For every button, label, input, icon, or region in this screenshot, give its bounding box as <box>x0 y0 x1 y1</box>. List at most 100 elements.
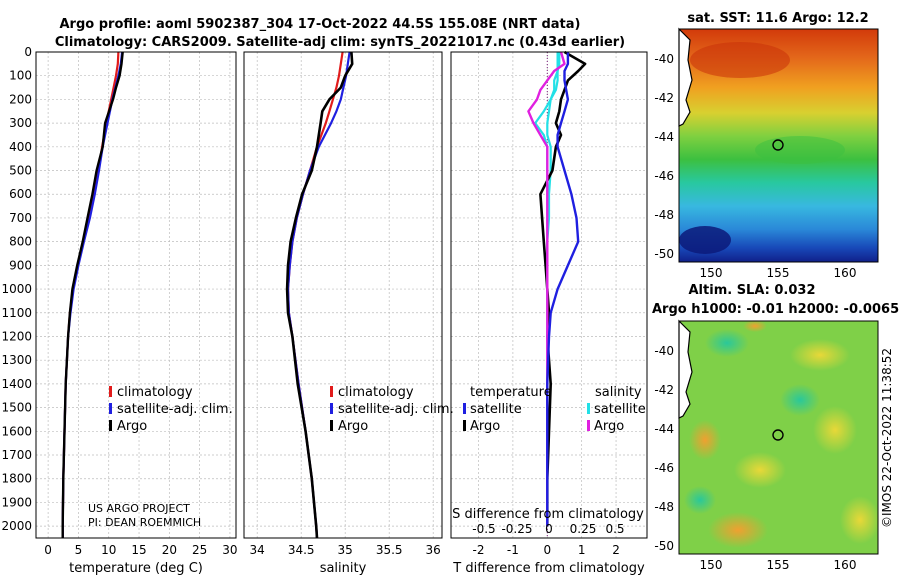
x-tick-label: -1 <box>507 543 519 557</box>
series-line-argo <box>285 51 354 539</box>
plot-area <box>36 52 236 538</box>
legend-swatch-argo <box>330 420 333 431</box>
y-tick-label: 2000 <box>1 519 32 533</box>
x-tick-label: 35.5 <box>376 543 403 557</box>
series-line-argo <box>61 51 124 538</box>
sst-warm-patch <box>690 42 790 78</box>
project-credit: US ARGO PROJECT <box>88 502 190 515</box>
legend-title-salinity: salinity <box>595 385 642 400</box>
legend-swatch-t-argo <box>463 420 466 431</box>
salinity-panel: 34 34.5 35 35.5 36 salinity <box>243 51 443 576</box>
temperature-panel: 0100200300400500600700800900100011001200… <box>1 45 237 576</box>
x-tick-label: 15 <box>131 543 146 557</box>
map-lat-label: -50 <box>654 247 674 261</box>
map-lat-label: -48 <box>654 500 674 514</box>
series-line-salinity-satellite-adj <box>546 52 580 527</box>
map-lat-label: -46 <box>654 169 674 183</box>
map-axis-ticks: -40 -42 -44 -46 -48 -50 150 155 160 -40 -42 -44 -46 -… <box>654 52 856 572</box>
sla-cool-patch <box>705 329 749 357</box>
x-tick-label: 0 <box>44 543 52 557</box>
y-tick-label: 200 <box>9 92 32 106</box>
y-tick-label: 1500 <box>1 401 32 415</box>
sla-map-title-line2: Argo h1000: -0.01 h2000: -0.0065 <box>652 302 899 317</box>
sla-warm-patch <box>813 406 857 454</box>
legend-title-temperature: temperature <box>470 385 552 400</box>
x-axis-label: T difference from climatology <box>452 561 645 576</box>
sla-map: Altim. SLA: 0.032 Argo h1000: -0.01 h200… <box>652 283 899 555</box>
legend-label-argo: Argo <box>117 419 147 434</box>
s-diff-tick-label: 0.25 <box>570 522 597 536</box>
y-tick-label: 800 <box>9 235 32 249</box>
land-tasmania-coast <box>678 319 693 419</box>
s-difference-label: S difference from climatology <box>452 507 644 522</box>
argo-float-marker <box>772 139 784 151</box>
legend-swatch-s-satellite <box>587 403 590 414</box>
map-lon-label: 150 <box>700 558 723 572</box>
y-tick-label: 400 <box>9 140 32 154</box>
y-tick-label: 600 <box>9 187 32 201</box>
sla-warm-patch <box>743 320 767 332</box>
legend-label-climatology: climatology <box>338 385 414 400</box>
legend-swatch-climatology <box>109 386 112 397</box>
y-tick-label: 1900 <box>1 495 32 509</box>
y-tick-label: 1800 <box>1 472 32 486</box>
legend-swatch-climatology <box>330 386 333 397</box>
legend-label-argo: Argo <box>338 419 368 434</box>
difference-legend: temperature satellite Argo salinity sate… <box>463 385 646 434</box>
sla-map-frame <box>678 320 879 555</box>
figure-title-line2: Climatology: CARS2009. Satellite-adj cli… <box>55 35 625 50</box>
x-tick-label: -2 <box>473 543 485 557</box>
map-lon-label: 155 <box>767 558 790 572</box>
x-tick-label: 5 <box>75 543 83 557</box>
x-tick-label: 35 <box>338 543 353 557</box>
temperature-legend: climatology satellite-adj. clim. Argo <box>109 385 233 434</box>
legend-swatch-t-satellite <box>463 403 466 414</box>
sst-map-title: sat. SST: 11.6 Argo: 12.2 <box>687 11 868 26</box>
y-tick-label: 1400 <box>1 377 32 391</box>
land-tasmania-coast <box>678 27 693 127</box>
figure-title-line1: Argo profile: aoml 5902387_304 17-Oct-20… <box>60 17 581 32</box>
salinity-legend: climatology satellite-adj. clim. Argo <box>330 385 454 434</box>
map-lon-label: 160 <box>834 558 857 572</box>
sla-warm-patch <box>689 420 721 460</box>
legend-swatch-satellite-clim <box>330 403 333 414</box>
legend-label-climatology: climatology <box>117 385 193 400</box>
plot-frame <box>450 51 648 539</box>
x-tick-label: 2 <box>612 543 620 557</box>
legend-label-t-satellite: satellite <box>470 402 522 417</box>
pi-credit: PI: DEAN ROEMMICH <box>88 516 201 529</box>
sst-map: sat. SST: 11.6 Argo: 12.2 <box>678 11 879 263</box>
x-tick-label: 25 <box>192 543 207 557</box>
map-lon-label: 150 <box>700 266 723 280</box>
sst-cool-patch <box>679 226 731 254</box>
map-lat-label: -42 <box>654 383 674 397</box>
legend-label-satellite-clim: satellite-adj. clim. <box>338 402 454 417</box>
x-tick-label: 0 <box>543 543 551 557</box>
x-tick-label: 1 <box>578 543 586 557</box>
plot-frame <box>35 51 237 539</box>
sla-cool-patch <box>780 384 820 416</box>
y-tick-label: 500 <box>9 164 32 178</box>
sla-map-title-line1: Altim. SLA: 0.032 <box>689 283 816 298</box>
legend-label-s-argo: Argo <box>594 419 624 434</box>
sst-green-patch <box>755 136 845 164</box>
x-axis-label: salinity <box>320 561 367 576</box>
y-tick-label: 1600 <box>1 424 32 438</box>
sla-warm-patch <box>840 496 880 544</box>
imos-timestamp: ©IMOS 22-Oct-2022 11:38:52 <box>880 348 894 528</box>
legend-label-s-satellite: satellite <box>594 402 646 417</box>
sst-map-frame <box>678 28 879 263</box>
sla-warm-patch <box>734 452 786 488</box>
y-tick-label: 1100 <box>1 306 32 320</box>
sla-warm-patch <box>708 512 768 548</box>
x-tick-label: 34.5 <box>288 543 315 557</box>
sla-cool-patch <box>684 486 716 514</box>
y-tick-label: 1200 <box>1 329 32 343</box>
y-tick-label: 1700 <box>1 448 32 462</box>
plot-area <box>244 52 442 538</box>
y-tick-label: 1000 <box>1 282 32 296</box>
map-lat-label: -50 <box>654 539 674 553</box>
map-lat-label: -48 <box>654 208 674 222</box>
s-diff-tick-label: -0.25 <box>501 522 532 536</box>
